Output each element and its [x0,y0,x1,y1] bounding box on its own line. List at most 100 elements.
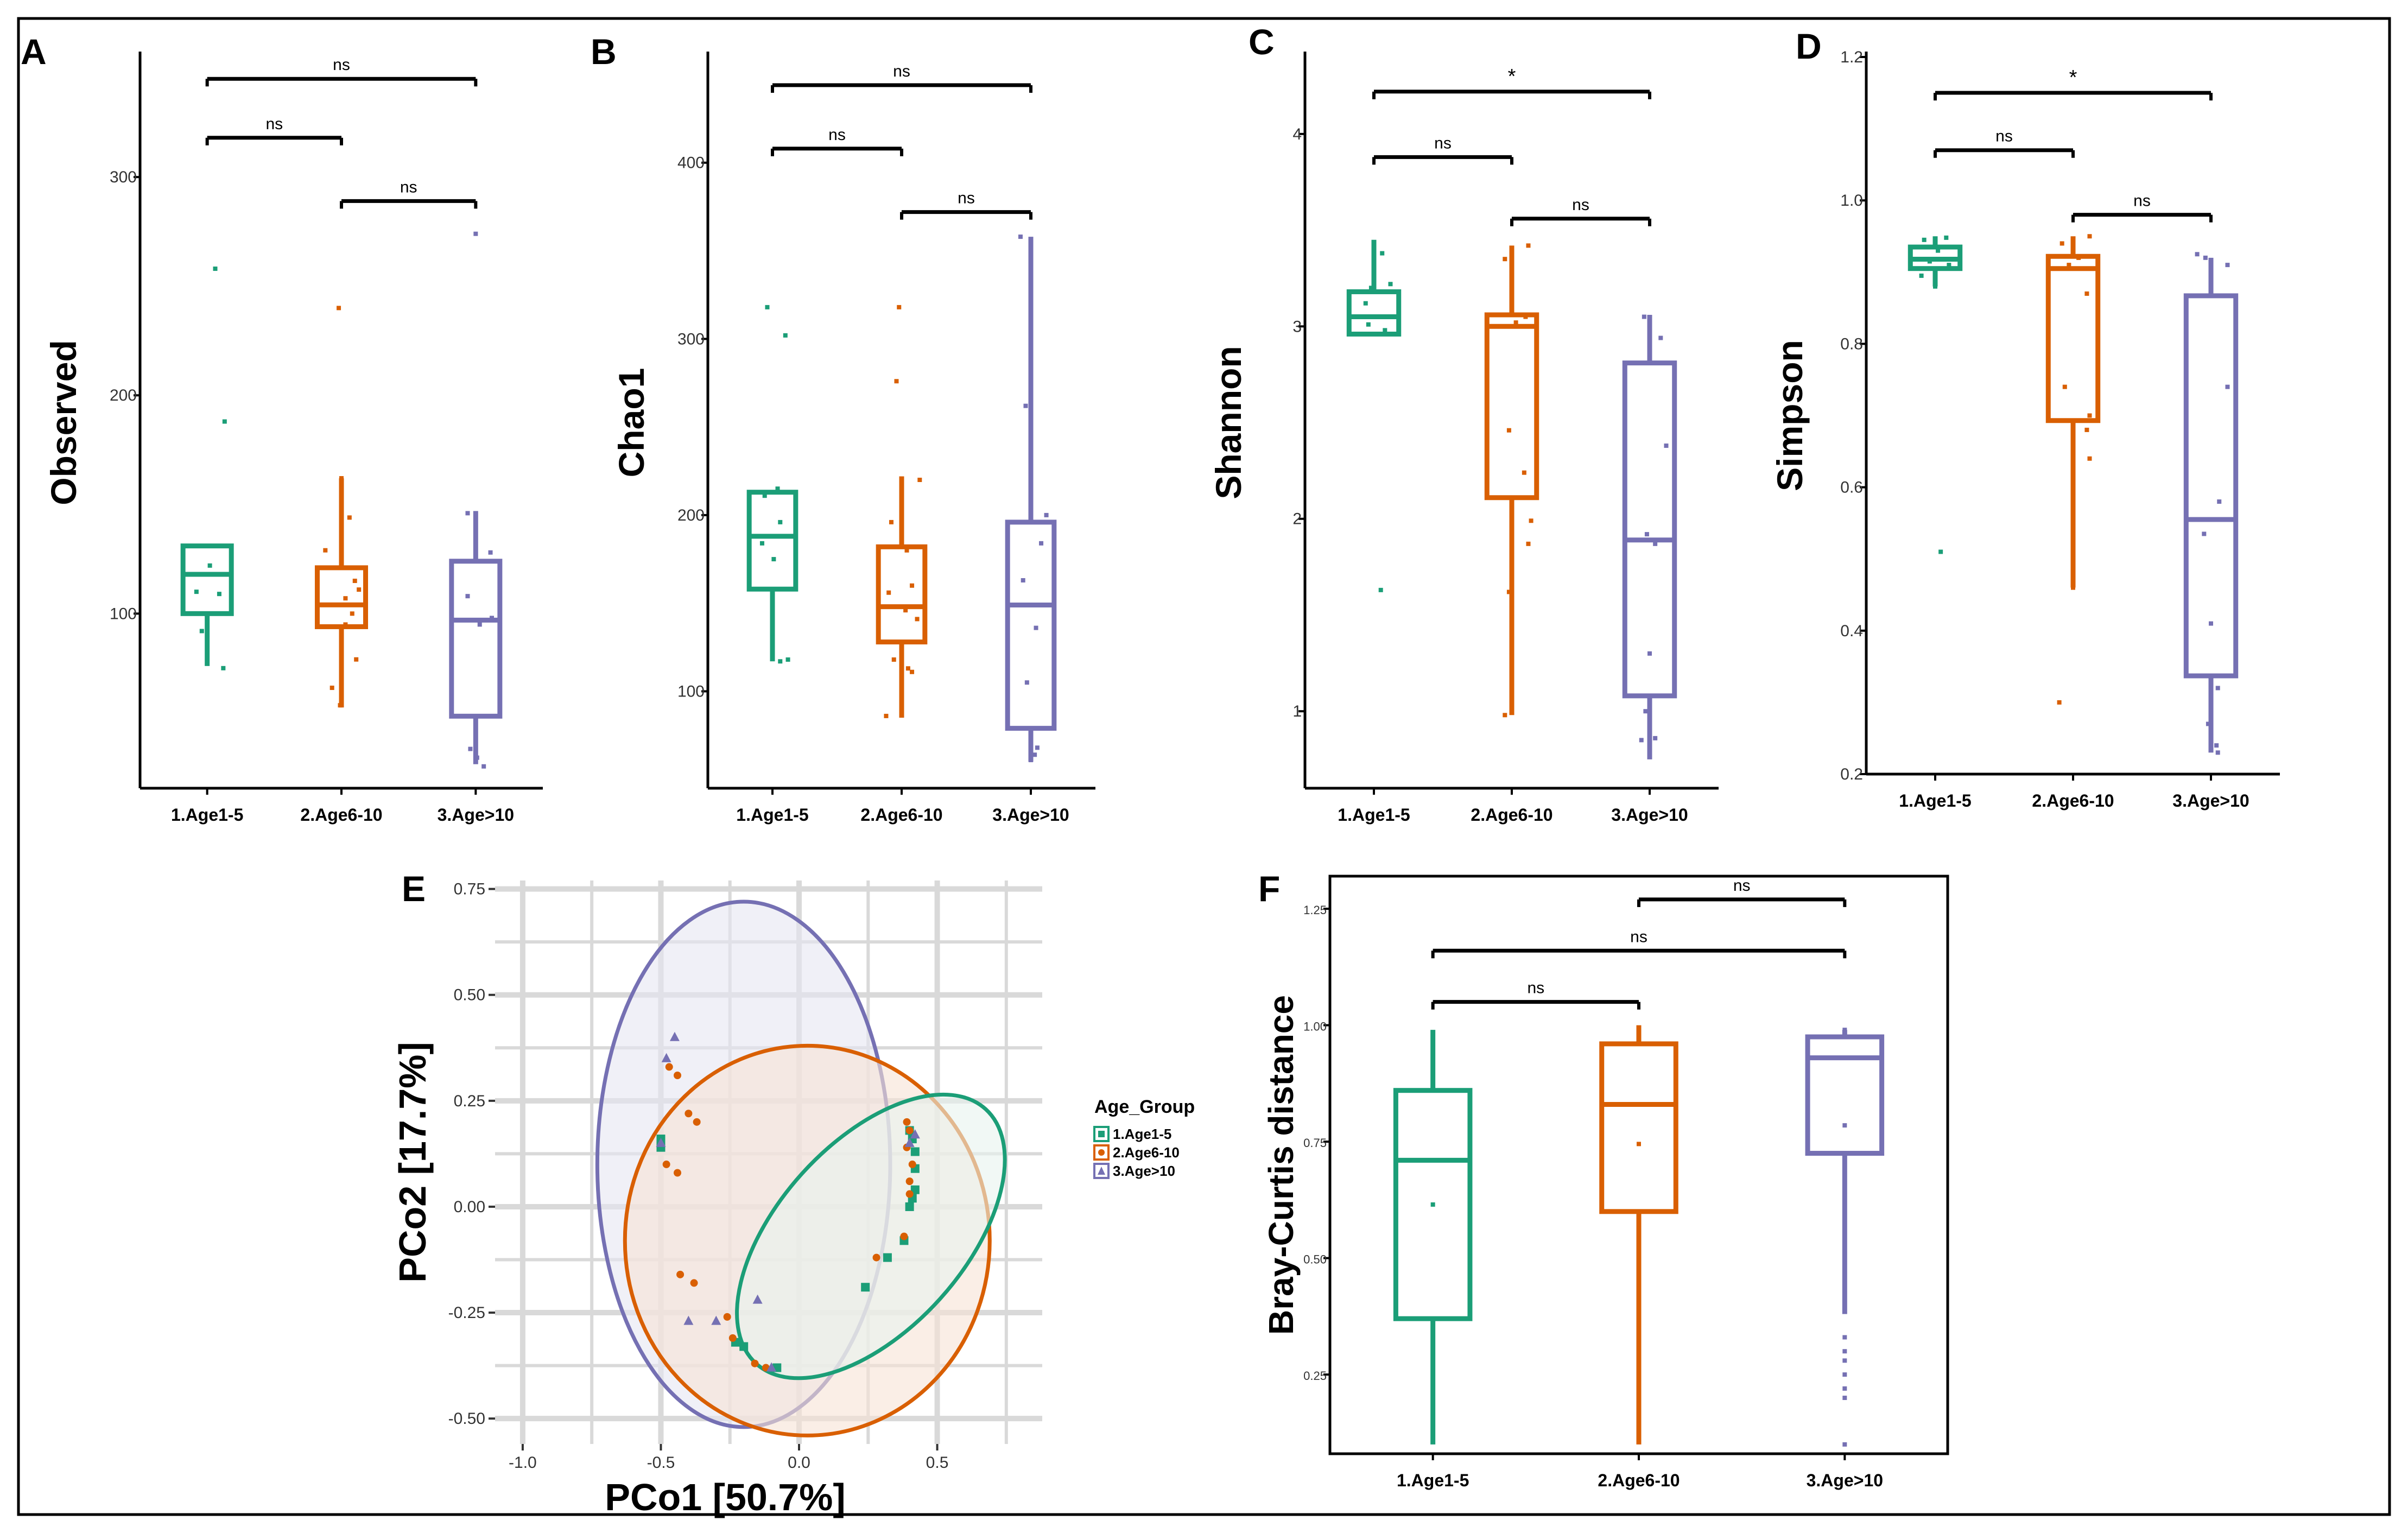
x-tick-label: 3.Age>10 [1807,1471,1883,1490]
data-point [1842,1358,1847,1363]
point-triangle [656,1137,666,1147]
significance-label: * [2069,66,2077,89]
y-tick-label: 0.2 [1840,765,1863,783]
x-tick-label: 3.Age>10 [992,805,1069,825]
data-point [323,548,328,553]
comparison-bracket: * [1934,66,2213,101]
data-point [207,563,212,568]
y-tick-label: 100 [677,682,705,700]
data-point [2084,427,2089,432]
box-3 [1805,1028,1885,1447]
data-point [1658,335,1663,340]
data-point [350,611,354,616]
box-iqr [2183,293,2239,679]
panel-B: B 100 200 300 400 Chao1 1.Age1-5 2.Age6-10 3.Age… [591,31,1095,825]
data-point [481,764,486,769]
point-triangle [752,1294,763,1304]
data-point [465,511,470,516]
data-point [915,617,920,622]
y-axis-label: PCo2 [17.7%] [391,1042,434,1282]
box-3 [449,231,503,769]
data-point [468,746,473,751]
data-point [2062,384,2067,389]
panel-letter: D [1796,26,1822,66]
series-2 [662,1063,916,1372]
data-point [490,616,495,620]
data-point [2087,413,2092,418]
box-3 [1622,314,1677,759]
panel-E: E -1.0 -0.5 0.0 0.5 -0.50 -0.25 0.00 0.25 0.50 0.7… [391,869,1195,1518]
point-circle [905,1177,914,1186]
data-point [783,333,788,338]
data-point [759,541,764,546]
data-point [343,596,348,601]
data-point [1639,738,1644,743]
data-point [477,622,482,627]
point-circle [674,1072,681,1080]
y-tick-label: 1.0 [1840,192,1863,210]
data-point [221,666,226,670]
box-iqr [1622,360,1677,699]
point-circle [908,1160,916,1168]
point-triangle [910,1129,920,1139]
data-point [338,703,343,708]
data-point [2076,255,2081,260]
data-point [904,548,909,553]
legend-marker [1098,1149,1105,1156]
data-point [1523,314,1528,319]
data-point [1388,282,1393,287]
data-point [1498,324,1503,329]
data-point [488,550,493,555]
x-tick-label: 0.5 [926,1454,949,1472]
data-point [1642,314,1646,319]
comparison-bracket: ns [205,56,478,87]
point-triangle [766,1362,777,1372]
point-triangle [683,1315,694,1325]
x-tick-label: 1.Age1-5 [736,805,808,825]
x-tick-label: 0.0 [788,1454,810,1472]
y-tick-label: 1.00 [1303,1020,1327,1034]
data-point [1664,444,1669,448]
point-circle [905,1190,914,1198]
box-2 [1599,1025,1678,1445]
comparison-bracket: ns [771,126,903,156]
data-point [775,486,780,491]
data-point [473,231,478,236]
significance-label: ns [265,115,283,133]
significance-label: ns [828,126,846,144]
x-tick-label: 3.Age>10 [438,805,514,825]
significance-label: ns [333,56,350,74]
significance-label: ns [1995,128,2013,145]
point-circle [903,1118,911,1126]
y-tick-label: 0.4 [1840,622,1863,640]
data-point [1842,1335,1847,1340]
y-tick-label: 1.25 [1303,903,1327,917]
data-point [1366,322,1371,327]
data-point [1506,428,1511,433]
comparison-bracket: ns [2071,192,2213,223]
data-point [331,603,336,607]
y-tick-label: 4 [1292,125,1302,143]
y-tick-label: 400 [677,154,705,172]
data-point [2082,266,2087,271]
data-point [343,622,348,627]
y-tick-label: 0.50 [454,986,485,1004]
data-point [897,305,902,309]
data-point [1842,1386,1847,1391]
box-iqr [1346,289,1402,337]
data-point [2060,241,2064,246]
panel-letter: B [591,31,617,72]
data-point [1919,273,1924,278]
data-point [762,493,767,498]
significance-label: ns [1630,928,1647,946]
data-point [347,515,352,520]
x-tick-label: 2.Age6-10 [300,805,382,825]
point-square [861,1283,870,1292]
comparison-bracket: ns [205,115,343,145]
panel-F: F 0.25 0.50 0.75 1.00 1.25 Bray-Curtis distanc… [1258,869,1949,1490]
point-circle [662,1160,670,1168]
y-tick-label: 0.25 [454,1092,485,1110]
comparison-bracket: ns [1510,196,1651,226]
y-tick-label: 2 [1292,510,1302,528]
point-triangle [904,1137,915,1147]
